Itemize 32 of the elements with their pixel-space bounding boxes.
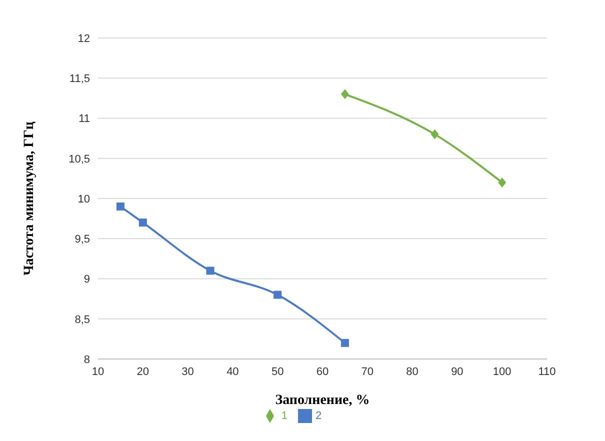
x-tick-label: 110 bbox=[538, 366, 556, 378]
x-tick-label: 50 bbox=[271, 366, 284, 378]
point bbox=[206, 266, 214, 275]
x-axis-title: Заполнение, % bbox=[275, 393, 370, 408]
y-tick-label: 11 bbox=[78, 113, 90, 126]
x-tick-label: 60 bbox=[316, 366, 329, 378]
y-tick-label: 10 bbox=[78, 193, 90, 206]
y-tick-label: 10,5 bbox=[68, 153, 90, 166]
x-tick-label: 80 bbox=[406, 366, 418, 378]
legend-label: 1 bbox=[281, 410, 288, 422]
x-tick-label: 30 bbox=[182, 366, 194, 378]
point bbox=[274, 290, 282, 299]
legend-label: 2 bbox=[316, 410, 322, 422]
point bbox=[138, 218, 147, 227]
y-tick-label: 12 bbox=[78, 32, 90, 45]
point bbox=[498, 177, 506, 188]
point bbox=[116, 202, 124, 211]
x-tick-label: 20 bbox=[136, 366, 150, 378]
y-tick-label: 8 bbox=[84, 354, 90, 366]
x-tick-label: 100 bbox=[492, 366, 512, 378]
x-tick-label: 70 bbox=[361, 366, 374, 378]
y-tick-label: 9 bbox=[84, 274, 90, 286]
point bbox=[340, 89, 349, 100]
x-tick-label: 90 bbox=[451, 366, 464, 378]
y-axis-title: Частота минимума, ГГц bbox=[22, 122, 37, 276]
point bbox=[430, 129, 439, 140]
x-tick-label: 40 bbox=[226, 366, 239, 378]
y-tick-label: 9,5 bbox=[74, 234, 90, 246]
y-tick-label: 8,5 bbox=[74, 314, 90, 326]
x-tick-label: 10 bbox=[92, 366, 104, 378]
y-tick-label: 11,5 bbox=[69, 73, 90, 86]
point bbox=[340, 338, 349, 347]
